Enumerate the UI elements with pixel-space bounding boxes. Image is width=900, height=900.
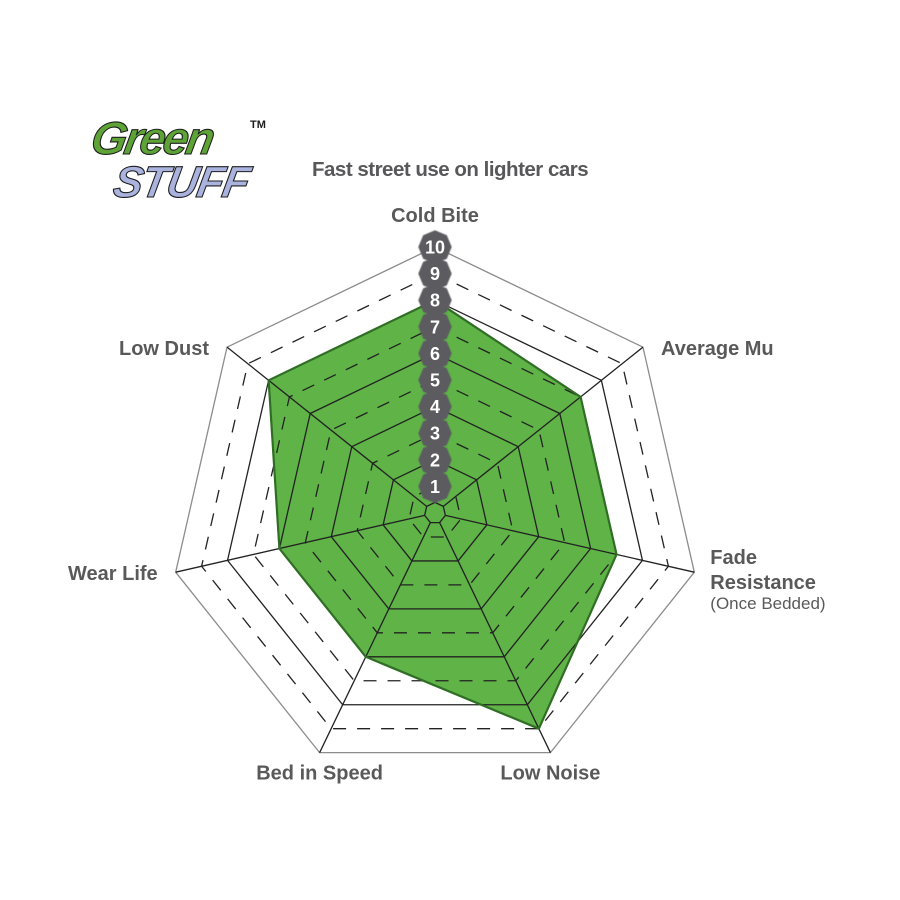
svg-text:10: 10	[425, 238, 445, 258]
svg-text:Resistance: Resistance	[710, 572, 816, 594]
svg-text:2: 2	[430, 450, 440, 470]
svg-text:8: 8	[430, 291, 440, 311]
svg-text:5: 5	[430, 371, 440, 391]
svg-text:Bed in Speed: Bed in Speed	[256, 763, 383, 785]
svg-text:Green: Green	[87, 112, 218, 164]
svg-text:6: 6	[430, 344, 440, 364]
svg-text:(Once Bedded): (Once Bedded)	[710, 594, 825, 613]
svg-text:Low Dust: Low Dust	[119, 338, 209, 360]
svg-text:Average Mu: Average Mu	[661, 338, 774, 360]
svg-text:7: 7	[430, 317, 440, 337]
svg-text:Fast street use on lighter car: Fast street use on lighter cars	[312, 158, 588, 181]
svg-text:1: 1	[430, 477, 440, 497]
svg-text:Wear Life: Wear Life	[68, 563, 158, 585]
svg-text:9: 9	[430, 264, 440, 284]
svg-text:STUFF: STUFF	[110, 158, 256, 207]
svg-text:4: 4	[430, 397, 440, 417]
svg-text:Cold Bite: Cold Bite	[391, 205, 479, 227]
svg-text:Low Noise: Low Noise	[500, 763, 600, 785]
svg-text:TM: TM	[250, 119, 266, 131]
svg-text:3: 3	[430, 424, 440, 444]
svg-text:Fade: Fade	[710, 547, 757, 569]
